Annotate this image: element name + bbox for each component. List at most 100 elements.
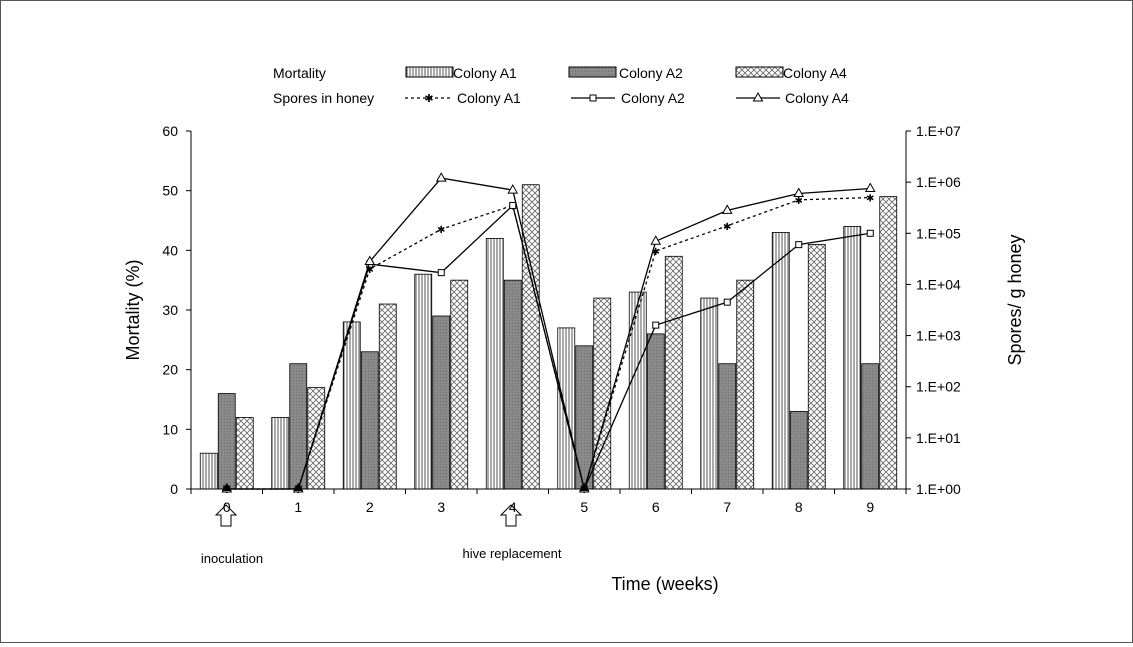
bar-colony-a1-week-6 (628, 291, 647, 490)
point-star-week-2: ✱ (366, 265, 374, 276)
point-square-week-7 (723, 298, 731, 306)
x-tick-label: 4 (509, 499, 517, 515)
up-arrow-icon (214, 504, 238, 527)
legend-line-a1-label: Colony A1 (457, 90, 521, 106)
bar-colony-a2-week-9 (861, 363, 880, 490)
right-tick-label: 1.E+00 (916, 481, 961, 497)
legend-line-a4-label: Colony A4 (785, 90, 849, 106)
bar-colony-a4-week-3 (450, 279, 469, 490)
legend-bar-a4-swatch (735, 66, 784, 78)
left-tick-label: 0 (170, 481, 178, 497)
bar-colony-a1-week-3 (414, 273, 433, 490)
left-tick-label: 60 (162, 123, 178, 139)
left-tick-label: 50 (162, 183, 178, 199)
bar-colony-a2-week-4 (503, 279, 522, 490)
annotation-inoculation-label: inoculation (201, 551, 263, 566)
x-tick-label: 3 (437, 499, 445, 515)
right-tick-label: 1.E+03 (916, 328, 961, 344)
bar-colony-a4-week-4 (521, 184, 540, 490)
right-tick-label: 1.E+05 (916, 225, 961, 241)
right-tick-label: 1.E+07 (916, 123, 961, 139)
point-star-week-6: ✱ (652, 247, 660, 258)
x-tick-label: 6 (652, 499, 660, 515)
point-square-week-4 (509, 201, 517, 209)
annotation-hive-replacement: hive replacement (463, 504, 562, 561)
point-square-week-8 (795, 241, 803, 249)
bar-colony-a2-week-2 (360, 351, 379, 490)
point-triangle-week-4 (507, 184, 519, 194)
bar-colony-a2-week-0 (217, 393, 236, 490)
x-tick-label: 1 (294, 499, 302, 515)
legend-bar-a1-swatch (405, 66, 454, 78)
baseline-marker-week-1 (293, 483, 304, 491)
point-square-week-9 (866, 229, 874, 237)
bar-colony-a1-week-8 (771, 232, 790, 490)
x-tick-label: 8 (795, 499, 803, 515)
bar-colony-a4-week-6 (664, 255, 683, 490)
left-tick-label: 10 (162, 421, 178, 437)
bar-colony-a1-week-9 (843, 226, 862, 490)
point-triangle-week-6 (650, 235, 662, 245)
x-axis-title: Time (weeks) (611, 574, 718, 594)
legend-line-a2-marker-icon (589, 94, 597, 102)
right-tick-label: 1.E+01 (916, 430, 961, 446)
right-axis-title: Spores/ g honey (1005, 234, 1025, 365)
x-tick-label: 9 (866, 499, 874, 515)
left-axis-title: Mortality (%) (123, 259, 143, 360)
legend-bar-a2-swatch (568, 66, 617, 78)
x-tick-label: 0 (223, 499, 231, 515)
bar-colony-a2-week-6 (646, 333, 665, 490)
legend: Mortality Spores in honey Colony A1 Colo… (273, 65, 849, 106)
bar-colony-a1-week-0 (199, 452, 218, 490)
point-star-week-9: ✱ (866, 194, 874, 205)
x-tick-label: 7 (723, 499, 731, 515)
legend-line-a2-label: Colony A2 (621, 90, 685, 106)
x-tick-label: 2 (366, 499, 374, 515)
bar-colony-a1-week-1 (271, 416, 290, 490)
bar-colony-a2-week-7 (718, 363, 737, 490)
point-square-week-3 (437, 269, 445, 277)
legend-spores-label: Spores in honey (273, 90, 374, 106)
baseline-marker-week-0 (221, 483, 232, 491)
bar-colony-a2-week-8 (789, 411, 808, 490)
point-triangle-week-2 (364, 255, 376, 266)
bar-colony-a4-week-7 (736, 279, 755, 490)
plot-area: 01020304050601.E+001.E+011.E+021.E+031.E… (162, 123, 961, 515)
baseline-marker-week-5 (579, 483, 590, 491)
legend-bar-a4-label: Colony A4 (783, 65, 847, 81)
point-square-week-6 (652, 321, 660, 329)
up-arrow-icon (499, 504, 523, 527)
bar-colony-a1-week-2 (342, 321, 361, 490)
x-tick-label: 5 (580, 499, 588, 515)
right-tick-label: 1.E+04 (916, 276, 961, 292)
bar-colony-a4-week-1 (307, 387, 326, 490)
line-colony-a4-triangle (226, 177, 871, 492)
legend-bar-a2-label: Colony A2 (619, 65, 683, 81)
legend-bar-a1-label: Colony A1 (453, 65, 517, 81)
point-star-week-8: ✱ (795, 196, 803, 207)
point-triangle-week-9 (864, 182, 876, 193)
legend-line-a4-marker-icon (752, 91, 764, 102)
bar-colony-a4-week-2 (378, 303, 397, 490)
bar-colony-a4-week-0 (235, 416, 254, 490)
annotation-inoculation: inoculation (201, 504, 263, 566)
legend-mortality-label: Mortality (273, 65, 326, 81)
bar-colony-a4-week-9 (879, 196, 898, 490)
left-tick-label: 30 (162, 302, 178, 318)
annotation-hive-replacement-label: hive replacement (463, 546, 562, 561)
left-tick-label: 40 (162, 242, 178, 258)
point-triangle-week-8 (793, 187, 805, 197)
point-star-week-3: ✱ (437, 225, 445, 236)
bar-colony-a1-week-5 (557, 327, 576, 490)
bar-colony-a1-week-7 (700, 297, 719, 490)
legend-line-a1-marker-icon: ✱ (424, 93, 433, 105)
bar-colony-a4-week-8 (807, 243, 826, 490)
left-tick-label: 20 (162, 362, 178, 378)
point-triangle-week-3 (435, 172, 447, 182)
right-tick-label: 1.E+02 (916, 379, 961, 395)
right-tick-label: 1.E+06 (916, 174, 961, 190)
bar-colony-a2-week-3 (432, 315, 451, 490)
bar-colony-a1-week-4 (485, 237, 504, 490)
